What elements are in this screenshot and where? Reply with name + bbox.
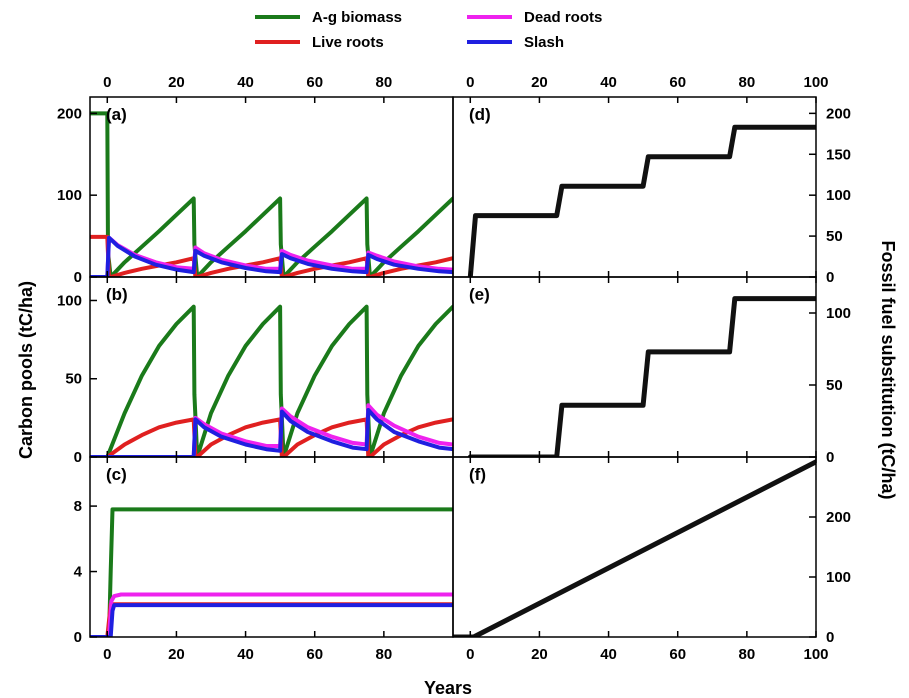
y-tick-label: 200 (826, 509, 851, 526)
series-group (467, 124, 816, 277)
series-group (453, 459, 816, 637)
y-tick-label: 100 (57, 292, 82, 309)
legend-label-ag-biomass: A-g biomass (312, 9, 402, 26)
panel-5: 0 50 100 (e) (452, 276, 851, 466)
panel-label: (c) (106, 465, 127, 484)
panel-label: (d) (469, 105, 491, 124)
y-axis-title-right: Fossil fuel substitution (tC/ha) (878, 241, 898, 500)
panel-4: 0 50 100 150 200 0 20 40 60 80 100 (d) (452, 74, 851, 286)
y-tick-label: 0 (74, 269, 82, 286)
series-line-live-roots (90, 602, 453, 637)
x-tick-label-bottom: 20 (531, 646, 548, 663)
legend: A-g biomass Live roots Dead roots Slash (255, 9, 602, 51)
y-tick-label: 0 (826, 449, 834, 466)
x-tick-label-top: 60 (669, 74, 686, 91)
series-line-slash (90, 603, 453, 637)
y-tick-label: 100 (57, 187, 82, 204)
panel-label: (a) (106, 105, 127, 124)
x-axis-title: Years (424, 678, 472, 698)
series-line-dead-roots (90, 592, 453, 637)
x-tick-label-bottom: 100 (803, 646, 828, 663)
x-tick-label-top: 40 (600, 74, 617, 91)
legend-label-live-roots: Live roots (312, 34, 384, 51)
y-tick-label: 200 (826, 105, 851, 122)
y-tick-label: 100 (826, 305, 851, 322)
y-tick-label: 50 (65, 371, 82, 388)
series-line-slash (90, 235, 453, 277)
panel-label: (e) (469, 285, 490, 304)
y-tick-label: 150 (826, 146, 851, 163)
x-tick-label-bottom: 80 (376, 646, 393, 663)
x-tick-label-bottom: 40 (237, 646, 254, 663)
legend-label-slash: Slash (524, 34, 564, 51)
x-tick-label-top: 80 (376, 74, 393, 91)
y-tick-label: 0 (74, 449, 82, 466)
y-tick-label: 4 (74, 564, 83, 581)
series-group (90, 507, 453, 637)
y-tick-label: 50 (826, 228, 843, 245)
x-tick-label-top: 20 (168, 74, 185, 91)
x-tick-label-top: 40 (237, 74, 254, 91)
plot-frame (89, 456, 454, 638)
panel-label: (f) (469, 465, 486, 484)
y-tick-label: 0 (826, 629, 834, 646)
x-tick-label-bottom: 80 (739, 646, 756, 663)
series-line-fossil-fuel-substitution (453, 459, 816, 637)
series-line-a-g-biomass (90, 111, 453, 277)
y-tick-label: 100 (826, 187, 851, 204)
y-tick-label: 0 (74, 629, 82, 646)
series-group (90, 111, 453, 277)
y-tick-label: 50 (826, 377, 843, 394)
x-tick-label-bottom: 0 (466, 646, 474, 663)
x-tick-label-bottom: 60 (306, 646, 323, 663)
y-tick-label: 8 (74, 498, 82, 515)
plot-frame (452, 456, 817, 638)
series-line-fossil-fuel-substitution (467, 124, 816, 277)
series-line-a-g-biomass (90, 304, 453, 457)
x-tick-label-top: 60 (306, 74, 323, 91)
x-tick-label-bottom: 20 (168, 646, 185, 663)
y-tick-label: 0 (826, 269, 834, 286)
legend-label-dead-roots: Dead roots (524, 9, 602, 26)
x-tick-label-bottom: 40 (600, 646, 617, 663)
x-tick-label-top: 0 (103, 74, 111, 91)
x-tick-label-bottom: 0 (103, 646, 111, 663)
y-tick-label: 200 (57, 105, 82, 122)
panel-label: (b) (106, 285, 128, 304)
y-tick-label: 100 (826, 569, 851, 586)
x-tick-label-top: 0 (466, 74, 474, 91)
plot-frame (89, 276, 454, 458)
panel-1: 0 100 200 0 20 40 60 80 (a) (57, 74, 454, 286)
y-axis-title-left: Carbon pools (tC/ha) (16, 281, 36, 459)
x-tick-label-top: 100 (803, 74, 828, 91)
x-tick-label-top: 80 (739, 74, 756, 91)
x-tick-label-bottom: 60 (669, 646, 686, 663)
x-tick-label-top: 20 (531, 74, 548, 91)
series-group (467, 296, 816, 457)
series-line-fossil-fuel-substitution (467, 296, 816, 457)
series-group (90, 304, 453, 457)
plot-frame (452, 276, 817, 458)
series-line-a-g-biomass (90, 507, 453, 637)
series-line-slash (90, 408, 453, 457)
panel-2: 0 50 100 (b) (57, 276, 454, 466)
